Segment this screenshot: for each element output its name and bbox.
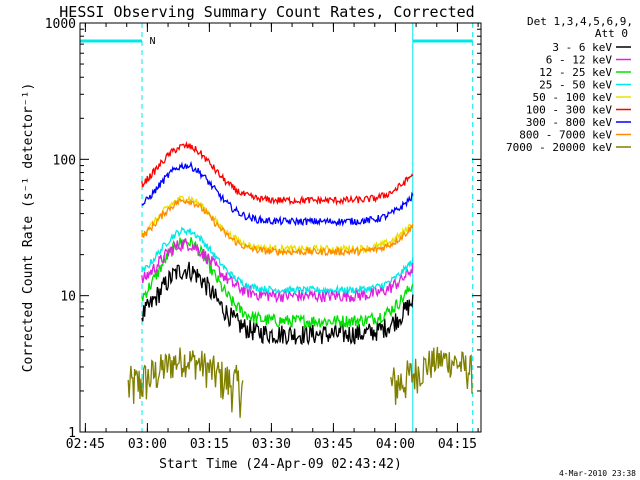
- series-line-8: [127, 347, 244, 418]
- annotation-0: N: [149, 36, 155, 47]
- legend-label-7: 800 - 7000 keV: [519, 129, 612, 142]
- x-tick-label-5: 04:00: [376, 437, 415, 452]
- series-7: [141, 197, 414, 257]
- legend-label-4: 50 - 100 keV: [533, 91, 613, 104]
- series-line-0: [141, 261, 414, 346]
- series-line-6: [141, 160, 414, 227]
- x-tick-label-0: 02:45: [66, 437, 105, 452]
- series-group: [127, 140, 473, 418]
- series-3: [141, 226, 414, 296]
- y-tick-label-2: 100: [53, 153, 76, 168]
- series-8: [127, 346, 473, 418]
- x-tick-label-6: 04:15: [438, 437, 477, 452]
- legend-label-6: 300 - 800 keV: [526, 116, 612, 129]
- y-tick-label-1: 10: [60, 290, 76, 305]
- series-1: [141, 238, 414, 304]
- y-tick-label-0: 1: [68, 426, 76, 441]
- axes-group: 1 10 100 1000 02:45 03:00 03:15 03:30 03:45 04:00…: [21, 17, 482, 472]
- legend-label-1: 6 - 12 keV: [546, 54, 613, 67]
- y-axis-label: Corrected Count Rate (s⁻¹ detector⁻¹): [21, 83, 36, 373]
- legend-header-2: Att 0: [595, 27, 628, 40]
- series-4: [141, 194, 414, 255]
- series-line-7: [141, 197, 414, 257]
- x-tick-label-2: 03:15: [190, 437, 229, 452]
- legend-label-3: 25 - 50 keV: [539, 79, 612, 92]
- series-6: [141, 160, 414, 227]
- legend-label-2: 12 - 25 keV: [539, 66, 612, 79]
- x-axis-label: Start Time (24-Apr-09 02:43:42): [159, 457, 402, 472]
- legend-header-1: Det 1,3,4,5,6,9,: [527, 15, 633, 28]
- chart-title-group: HESSI Observing Summary Count Rates, Cor…: [59, 3, 474, 21]
- legend-label-0: 3 - 6 keV: [552, 41, 612, 54]
- series-line-3: [141, 226, 414, 296]
- series-line-1: [141, 238, 414, 304]
- series-0: [141, 261, 414, 346]
- footer-timestamp: 4-Mar-2010 23:38: [559, 469, 636, 478]
- legend-label-5: 100 - 300 keV: [526, 104, 612, 117]
- y-tick-label-3: 1000: [45, 17, 76, 32]
- series-5: [141, 140, 414, 207]
- series-line-4: [141, 194, 414, 255]
- series-line-5: [141, 140, 414, 207]
- x-tick-label-4: 03:45: [314, 437, 353, 452]
- plot-frame: [79, 22, 482, 433]
- x-tick-label-1: 03:00: [128, 437, 167, 452]
- series-line-8: [389, 346, 473, 405]
- footer-group: 4-Mar-2010 23:38: [559, 469, 636, 478]
- chart-title: HESSI Observing Summary Count Rates, Cor…: [59, 3, 474, 21]
- x-tick-label-3: 03:30: [252, 437, 291, 452]
- night-intervals: N: [79, 23, 474, 432]
- legend-label-8: 7000 - 20000 keV: [506, 141, 612, 154]
